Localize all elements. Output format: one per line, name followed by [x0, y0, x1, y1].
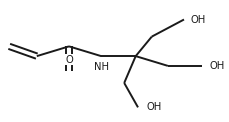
Text: OH: OH [208, 61, 224, 71]
Text: OH: OH [190, 15, 205, 25]
Text: NH: NH [93, 62, 108, 72]
Text: OH: OH [208, 61, 224, 71]
Text: OH: OH [145, 102, 161, 112]
Text: O: O [65, 55, 73, 65]
Text: OH: OH [190, 15, 205, 25]
Text: O: O [65, 55, 73, 65]
Text: OH: OH [145, 102, 161, 112]
Text: NH: NH [93, 62, 108, 72]
